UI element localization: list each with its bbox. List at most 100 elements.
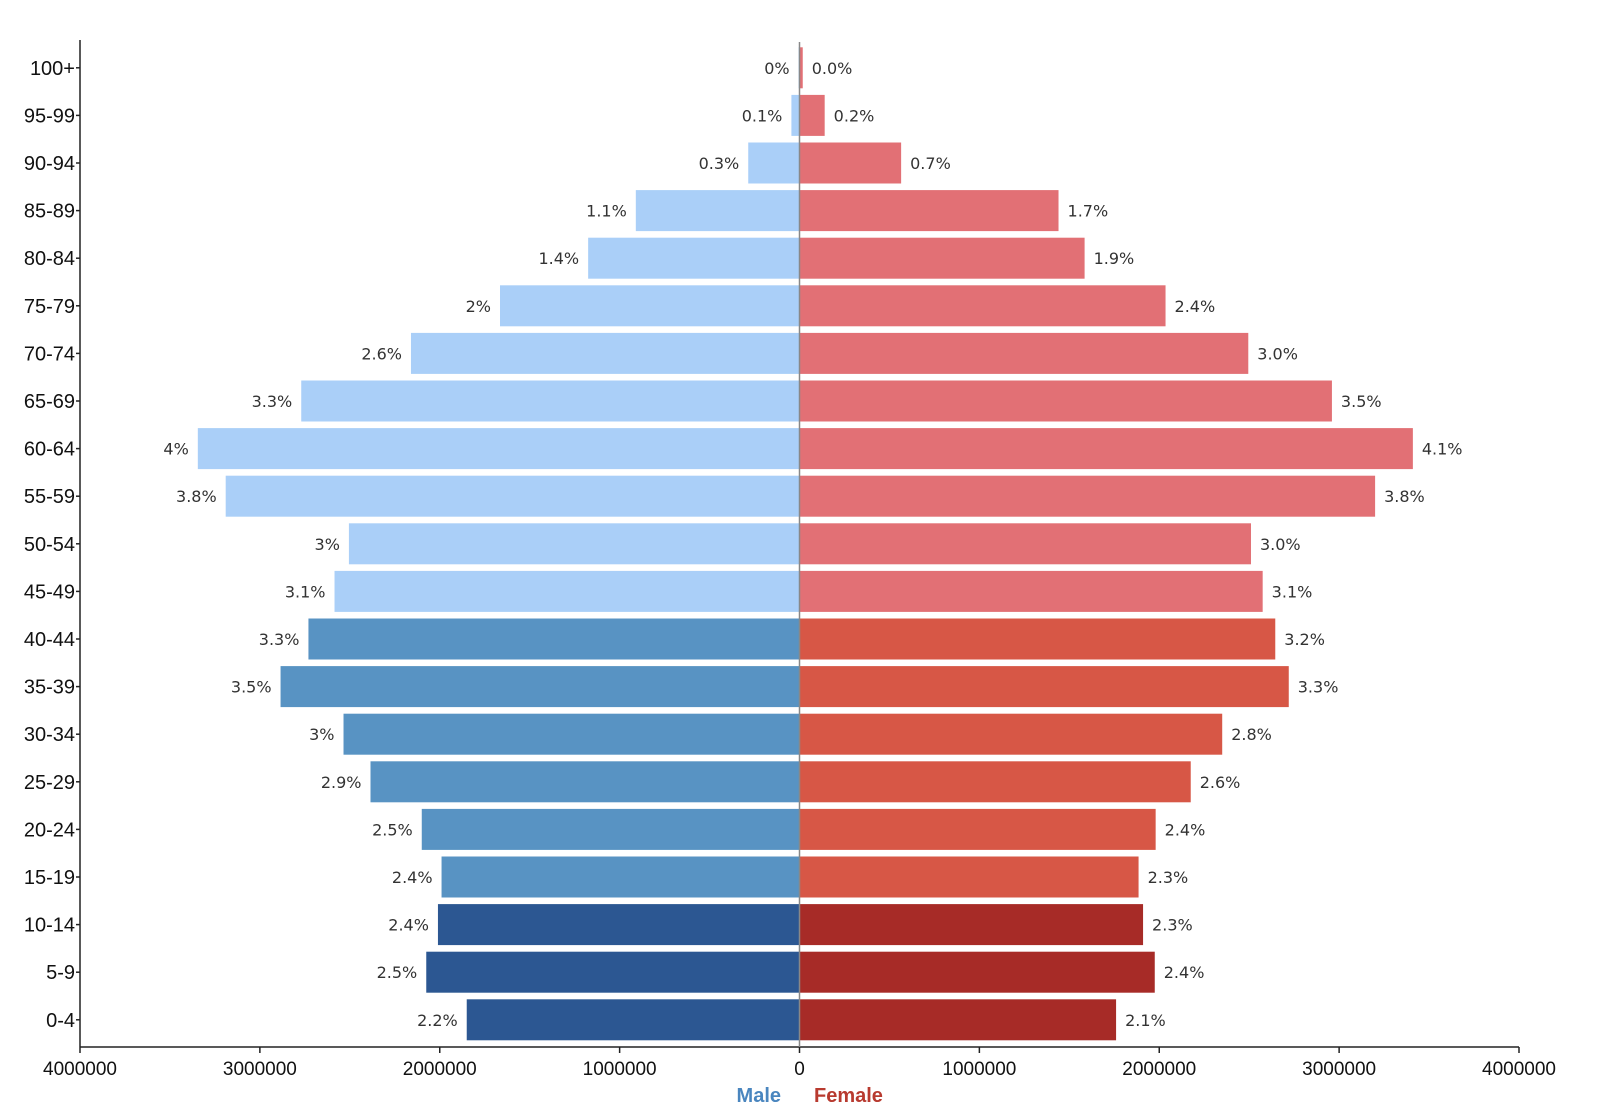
male-bar <box>410 332 800 374</box>
female-bars <box>799 47 1413 1041</box>
age-label: 20-24 <box>24 819 75 841</box>
percentage-labels: 0% 0.0% 0.1% 0.2% 0.3% 0.7% 1.1% 1.7% 1.4% 1.9% 2%… <box>163 59 1462 1030</box>
age-label: 10-14 <box>24 915 75 937</box>
female-bar <box>799 618 1276 660</box>
male-bar <box>280 666 800 708</box>
male-bar <box>466 999 800 1041</box>
female-pct-label: 3.2% <box>1284 630 1325 649</box>
age-label: 75-79 <box>24 296 75 318</box>
male-pct-label: 1.4% <box>538 249 579 268</box>
female-pct-label: 4.1% <box>1422 440 1463 459</box>
male-pct-label: 2.5% <box>377 963 418 982</box>
male-pct-label: 0.3% <box>699 154 740 173</box>
male-bar <box>334 570 800 612</box>
male-bar <box>635 190 800 232</box>
age-label: 0-4 <box>46 1010 75 1032</box>
female-pct-label: 3.8% <box>1384 487 1425 506</box>
female-bar <box>799 808 1156 850</box>
female-pct-label: 1.7% <box>1068 202 1109 221</box>
female-pct-label: 3.1% <box>1272 582 1313 601</box>
male-bar <box>748 142 800 184</box>
x-axis-ticks: 4000000 3000000 2000000 1000000 0 1000000 2000… <box>43 1047 1556 1080</box>
male-pct-label: 2.4% <box>392 868 433 887</box>
female-pct-label: 3.3% <box>1298 678 1339 697</box>
female-pct-label: 2.3% <box>1148 868 1189 887</box>
male-pct-label: 2.9% <box>321 773 362 792</box>
female-bar <box>799 380 1332 422</box>
male-bar <box>441 856 800 898</box>
female-pct-label: 2.4% <box>1164 963 1205 982</box>
age-label: 80-84 <box>24 248 75 270</box>
age-label: 25-29 <box>24 772 75 794</box>
male-bar <box>426 951 800 993</box>
age-label: 15-19 <box>24 867 75 889</box>
age-label: 95-99 <box>24 105 75 127</box>
age-label: 45-49 <box>24 581 75 603</box>
female-bar <box>799 856 1139 898</box>
female-pct-label: 2.6% <box>1200 773 1241 792</box>
female-pct-label: 3.5% <box>1341 392 1382 411</box>
x-tick-label: 3000000 <box>1302 1059 1376 1080</box>
x-tick-label: 4000000 <box>1482 1059 1556 1080</box>
age-label: 70-74 <box>24 343 75 365</box>
male-bar <box>308 618 800 660</box>
male-bar <box>301 380 800 422</box>
female-bar <box>799 332 1249 374</box>
female-pct-label: 0.7% <box>910 154 951 173</box>
male-pct-label: 3% <box>309 725 334 744</box>
male-pct-label: 2.4% <box>388 916 429 935</box>
male-pct-label: 3.1% <box>285 582 326 601</box>
male-bar <box>500 285 800 327</box>
age-label: 40-44 <box>24 629 75 651</box>
legend: Male Female <box>737 1085 883 1107</box>
x-tick-label: 2000000 <box>403 1059 477 1080</box>
male-pct-label: 2.6% <box>361 344 402 363</box>
female-pct-label: 2.4% <box>1165 820 1206 839</box>
age-label: 5-9 <box>46 962 75 984</box>
age-label: 35-39 <box>24 677 75 699</box>
male-pct-label: 2% <box>466 297 491 316</box>
female-pct-label: 0.2% <box>834 106 875 125</box>
female-bar <box>799 94 825 136</box>
age-group-labels: 100+ 95-99 90-94 85-89 80-84 75-79 70-74 65-69 6… <box>24 58 80 1032</box>
female-bar <box>799 570 1263 612</box>
age-label: 65-69 <box>24 391 75 413</box>
female-bar <box>799 999 1117 1041</box>
age-label: 100+ <box>30 58 75 80</box>
x-tick-label: 3000000 <box>223 1059 297 1080</box>
male-pct-label: 2.5% <box>372 820 413 839</box>
axes <box>79 40 1519 1048</box>
male-pct-label: 3.8% <box>176 487 217 506</box>
male-pct-label: 3.3% <box>259 630 300 649</box>
male-bar <box>197 428 800 470</box>
male-bar <box>588 237 800 279</box>
female-bar <box>799 666 1289 708</box>
x-tick-label: 1000000 <box>942 1059 1016 1080</box>
legend-female: Female <box>814 1085 883 1107</box>
male-bar <box>343 713 800 755</box>
female-bar <box>799 142 902 184</box>
male-bar <box>421 808 800 850</box>
female-bar <box>799 523 1251 565</box>
male-bar <box>791 94 800 136</box>
female-bar <box>799 713 1223 755</box>
female-pct-label: 1.9% <box>1094 249 1135 268</box>
female-bar <box>799 761 1191 803</box>
male-bar <box>225 475 800 517</box>
female-pct-label: 2.3% <box>1152 916 1193 935</box>
age-label: 90-94 <box>24 153 75 175</box>
female-bar <box>799 904 1144 946</box>
male-pct-label: 3.5% <box>231 678 272 697</box>
female-pct-label: 0.0% <box>812 59 853 78</box>
male-pct-label: 4% <box>163 440 188 459</box>
male-pct-label: 0.1% <box>742 106 783 125</box>
female-pct-label: 3.0% <box>1257 344 1298 363</box>
female-bar <box>799 951 1155 993</box>
age-label: 60-64 <box>24 439 75 461</box>
age-label: 85-89 <box>24 201 75 223</box>
female-pct-label: 2.8% <box>1231 725 1272 744</box>
legend-male: Male <box>737 1085 781 1107</box>
x-tick-label: 1000000 <box>583 1059 657 1080</box>
x-tick-label: 4000000 <box>43 1059 117 1080</box>
